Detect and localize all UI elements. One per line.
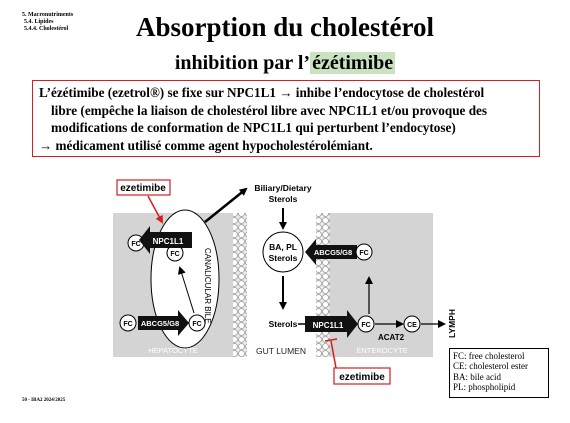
biliary-sterols-label: Sterols [269,194,298,204]
ezetimibe-top-box [116,179,171,196]
ezetimibe-bottom-inhibit-bar [324,338,338,342]
fc-circle-hep-bottom-left [119,314,137,332]
ce-label: CE [407,322,417,329]
explanation-line-1: L’ézétimibe (ezetrol®) se fixe sur NPC1L… [39,85,485,100]
ba-pl-label: BA, PL [269,242,297,252]
ezetimibe-top-inhibit-line [147,195,163,224]
fc-label: FC [192,321,201,328]
explanation-box [32,80,540,157]
subtitle-highlight: ézétimibe [310,52,396,74]
page-title: Absorption du cholestérol [135,12,435,42]
explanation-text: L’ézétimibe (ezetrol®) se fixe sur NPC1L… [39,84,536,154]
sterols-label: Sterols [269,319,298,329]
page-subtitle: inhibition par l’ ézétimibe [0,52,570,75]
ezetimibe-bottom-inhibit-line [330,340,337,369]
breadcrumb-level-1: 5. Macronutriments [22,12,74,18]
canalicular-bile-label: CANALICULAR BILE [203,248,212,324]
legend-item: FC: free cholesterol [453,351,525,361]
fc-circle-ent-bottom [357,315,375,333]
npc1l1-hep-arrow [139,226,192,254]
fc-circle-ent-top [355,243,373,261]
breadcrumb-level-2: 5.4. Lipides [24,19,54,25]
abcg5g8-ent-label: ABCG5/G8 [314,248,352,257]
lymph-label: LYMPH [447,309,457,338]
hepatocyte-membrane [233,213,247,357]
npc1l1-ent-label: NPC1L1 [313,321,344,330]
npc1l1-ent-arrow [305,310,358,338]
acat2-label: ACAT2 [378,333,405,342]
ezetimibe-top-label: ezetimibe [120,183,166,194]
fc-label: FC [131,241,140,248]
legend-box: FC: free cholesterol CE: cholesterol est… [449,348,549,398]
ce-circle [403,315,421,333]
explanation-line-4: → médicament utilisé comme agent hypocho… [39,137,373,153]
ezetimibe-bottom-box [333,367,391,385]
legend-item: BA: bile acid [453,371,501,382]
bile-to-lumen-arrow [204,187,248,223]
npc1l1-hep-label: NPC1L1 [153,237,184,246]
legend-item: CE: cholesterol ester [453,361,528,372]
slide-footer: 50 - IBA2 2024/2025 [22,398,66,403]
biliary-dietary-label: Biliary/Dietary [254,183,311,193]
explanation-line-3: modifications de conformation de NPC1L1 … [51,120,456,135]
legend-item: PL: phospholipid [453,382,516,393]
ba-pl-sterols-circle [262,231,304,273]
bile-internal-arrow [177,266,195,314]
abcg5g8-hep-arrow [138,310,189,336]
enterocyte-membrane [316,213,330,357]
breadcrumb-level-3: 5.4.4. Cholestérol [24,26,69,32]
subtitle-prefix: inhibition par l’ [174,52,311,74]
ezetimibe-bottom-label: ezetimibe [339,372,385,383]
hepatocyte-label: HEPATOCYTE [148,346,198,355]
gut-lumen-label: GUT LUMEN [256,346,306,356]
abcg5g8-hep-label: ABCG5/G8 [141,319,179,328]
abcg5g8-ent-arrow [305,239,357,265]
fc-label: FC [123,321,132,328]
breadcrumb: 5. Macronutriments 5.4. Lipides 5.4.4. C… [22,12,73,33]
fc-label: FC [359,250,368,257]
ba-pl-sterols-label: Sterols [269,253,298,263]
fc-label: FC [170,251,179,258]
fc-label: FC [361,322,370,329]
enterocyte-label: ENTEROCYTE [356,346,407,355]
explanation-line-2: libre (empêche la liaison de cholestérol… [51,102,488,118]
